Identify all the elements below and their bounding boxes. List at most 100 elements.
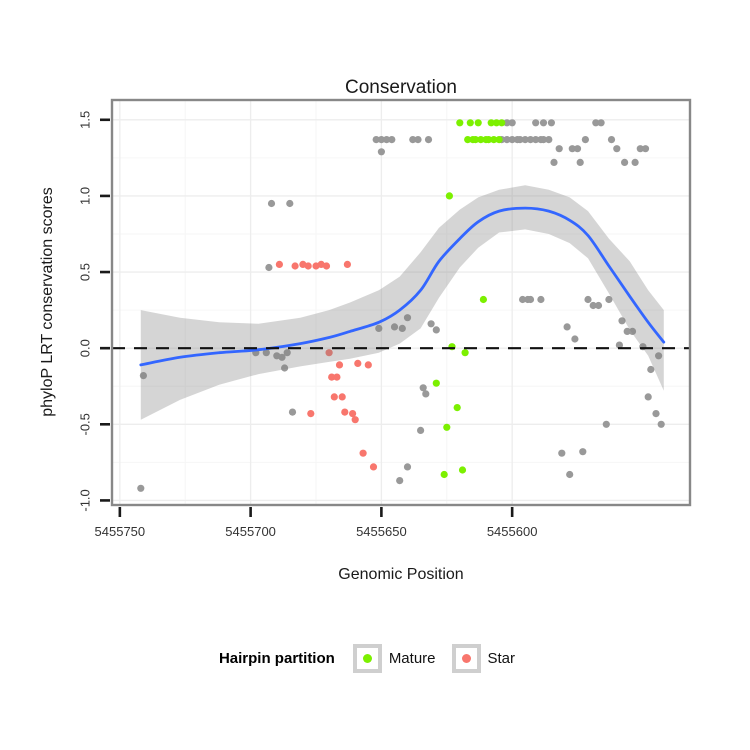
star-swatch-dot	[461, 653, 471, 663]
data-point-unlabeled	[503, 136, 511, 144]
data-point-mature	[456, 119, 464, 127]
panel-border	[110, 98, 692, 507]
y-tick-label: 1.0	[78, 187, 93, 205]
data-point-unlabeled	[508, 119, 516, 127]
data-point-unlabeled	[647, 365, 655, 374]
data-point-mature	[498, 119, 506, 127]
data-point-unlabeled	[581, 136, 590, 144]
data-point-unlabeled	[283, 349, 291, 357]
legend-title: Hairpin partition	[218, 649, 335, 667]
data-point-unlabeled	[631, 158, 639, 166]
data-point-unlabeled	[424, 136, 433, 144]
data-point-unlabeled	[265, 263, 273, 272]
data-point-unlabeled	[383, 136, 391, 144]
data-point-star	[354, 359, 362, 367]
data-point-unlabeled	[521, 136, 529, 144]
data-point-mature	[495, 136, 503, 144]
data-point-unlabeled	[532, 119, 540, 127]
plot-canvas: 5455750 5455700 5455650 5455600 1.5 1.0 0.5 0.0…	[39, 77, 692, 583]
data-point-unlabeled	[607, 136, 616, 144]
data-point-unlabeled	[409, 136, 417, 144]
data-point-unlabeled	[568, 145, 576, 153]
data-point-mature	[464, 136, 472, 144]
data-point-unlabeled	[288, 408, 297, 416]
data-point-unlabeled	[636, 145, 644, 153]
data-point-star	[328, 373, 336, 381]
data-point-unlabeled	[508, 136, 516, 144]
data-point-unlabeled	[267, 199, 276, 208]
data-point-unlabeled	[628, 327, 637, 335]
y-tick-label: -1.0	[78, 489, 93, 511]
data-point-star	[330, 393, 338, 401]
legend: Hairpin partition Mature Star	[0, 640, 750, 676]
data-point-unlabeled	[375, 324, 383, 332]
legend-label-star: Star	[487, 649, 516, 667]
data-point-unlabeled	[584, 295, 592, 304]
data-point-unlabeled	[576, 158, 584, 166]
data-point-unlabeled	[592, 119, 600, 127]
data-point-unlabeled	[613, 145, 621, 153]
data-point-unlabeled	[281, 364, 289, 372]
data-point-star	[341, 408, 349, 416]
data-point-star	[349, 410, 357, 418]
data-point-unlabeled	[602, 420, 610, 428]
data-point-unlabeled	[539, 136, 548, 144]
data-point-unlabeled	[432, 326, 440, 334]
x-tick-label: 5455700	[225, 524, 276, 539]
data-point-unlabeled	[137, 484, 145, 492]
data-point-star	[369, 463, 378, 471]
chart-title: Conservation	[345, 77, 457, 98]
data-point-unlabeled	[547, 119, 556, 127]
data-point-mature	[461, 349, 469, 357]
data-point-unlabeled	[503, 119, 511, 127]
data-point-unlabeled	[377, 148, 385, 156]
data-point-star	[351, 416, 359, 424]
data-point-unlabeled	[262, 349, 270, 357]
data-point-mature	[458, 466, 467, 474]
data-point-unlabeled	[396, 477, 404, 485]
data-point-unlabeled	[519, 295, 527, 304]
data-point-unlabeled	[372, 136, 380, 144]
legend-key-mature	[352, 643, 382, 673]
data-point-unlabeled	[623, 327, 631, 335]
data-point-star	[304, 262, 312, 270]
data-point-unlabeled	[532, 136, 540, 144]
data-point-unlabeled	[377, 136, 385, 144]
data-point-unlabeled	[526, 295, 535, 304]
data-point-star	[307, 410, 315, 418]
data-point-unlabeled	[545, 136, 553, 144]
data-point-mature	[487, 119, 495, 127]
data-point-star	[291, 262, 299, 270]
data-point-unlabeled	[390, 323, 399, 331]
data-point-unlabeled	[615, 341, 624, 349]
data-point-star	[335, 361, 344, 369]
data-point-unlabeled	[644, 393, 652, 401]
data-point-star	[359, 449, 367, 457]
data-point-unlabeled	[286, 199, 294, 208]
data-point-mature	[443, 423, 451, 431]
data-point-star	[364, 361, 372, 369]
data-point-unlabeled	[537, 295, 545, 304]
data-point-mature	[485, 136, 493, 144]
plot-panel: 5455750 5455700 5455650 5455600 1.5 1.0 0.5 0.0…	[78, 98, 692, 539]
data-point-unlabeled	[589, 301, 597, 310]
legend-label-mature: Mature	[388, 649, 436, 667]
data-point-unlabeled	[571, 335, 579, 343]
data-point-mature	[440, 470, 448, 479]
data-point-unlabeled	[555, 145, 563, 153]
data-point-unlabeled	[550, 158, 558, 166]
data-point-star	[322, 262, 331, 270]
data-point-unlabeled	[403, 463, 412, 471]
data-point-unlabeled	[558, 449, 566, 457]
data-point-unlabeled	[594, 301, 603, 310]
y-tick-label: 0.0	[78, 339, 93, 357]
data-point-unlabeled	[566, 470, 574, 479]
x-tick-label: 5455750	[95, 524, 146, 539]
data-point-unlabeled	[618, 317, 626, 325]
y-tick-label: -0.5	[78, 413, 93, 435]
data-point-unlabeled	[657, 420, 665, 428]
y-tick-label: 1.5	[78, 111, 93, 129]
data-point-unlabeled	[641, 145, 650, 153]
data-point-unlabeled	[526, 136, 535, 144]
